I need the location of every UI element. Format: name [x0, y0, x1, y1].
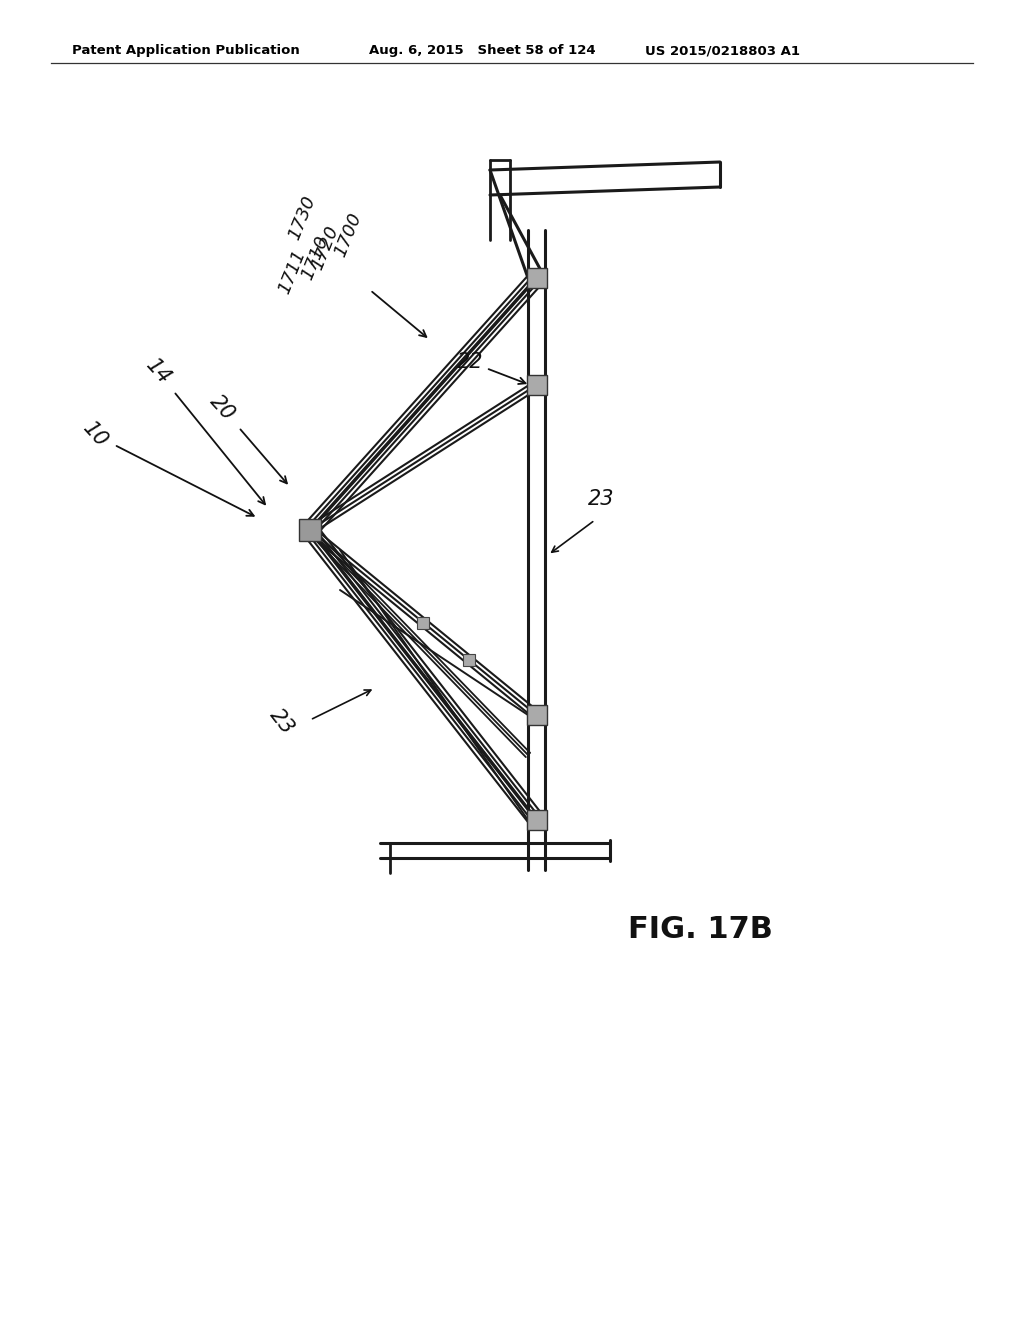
Text: FIG. 17B: FIG. 17B: [628, 916, 772, 945]
Text: 10: 10: [79, 418, 254, 516]
Text: 22: 22: [457, 352, 525, 384]
Text: 1710: 1710: [298, 234, 332, 282]
Text: 23: 23: [266, 705, 298, 739]
Text: US 2015/0218803 A1: US 2015/0218803 A1: [645, 44, 800, 57]
Bar: [526, 810, 547, 830]
Bar: [417, 616, 429, 628]
Bar: [463, 653, 474, 665]
Text: 14: 14: [141, 355, 265, 504]
Bar: [526, 268, 547, 288]
Text: 1720: 1720: [308, 223, 342, 273]
Text: Patent Application Publication: Patent Application Publication: [72, 44, 299, 57]
Text: 1730: 1730: [285, 193, 318, 243]
Text: 1711: 1711: [275, 247, 309, 297]
Text: 23: 23: [588, 488, 614, 510]
Text: 1700: 1700: [331, 210, 365, 260]
Bar: [299, 519, 321, 541]
Bar: [526, 705, 547, 725]
Text: 20: 20: [206, 392, 287, 483]
Bar: [526, 375, 547, 395]
Text: Aug. 6, 2015   Sheet 58 of 124: Aug. 6, 2015 Sheet 58 of 124: [369, 44, 595, 57]
